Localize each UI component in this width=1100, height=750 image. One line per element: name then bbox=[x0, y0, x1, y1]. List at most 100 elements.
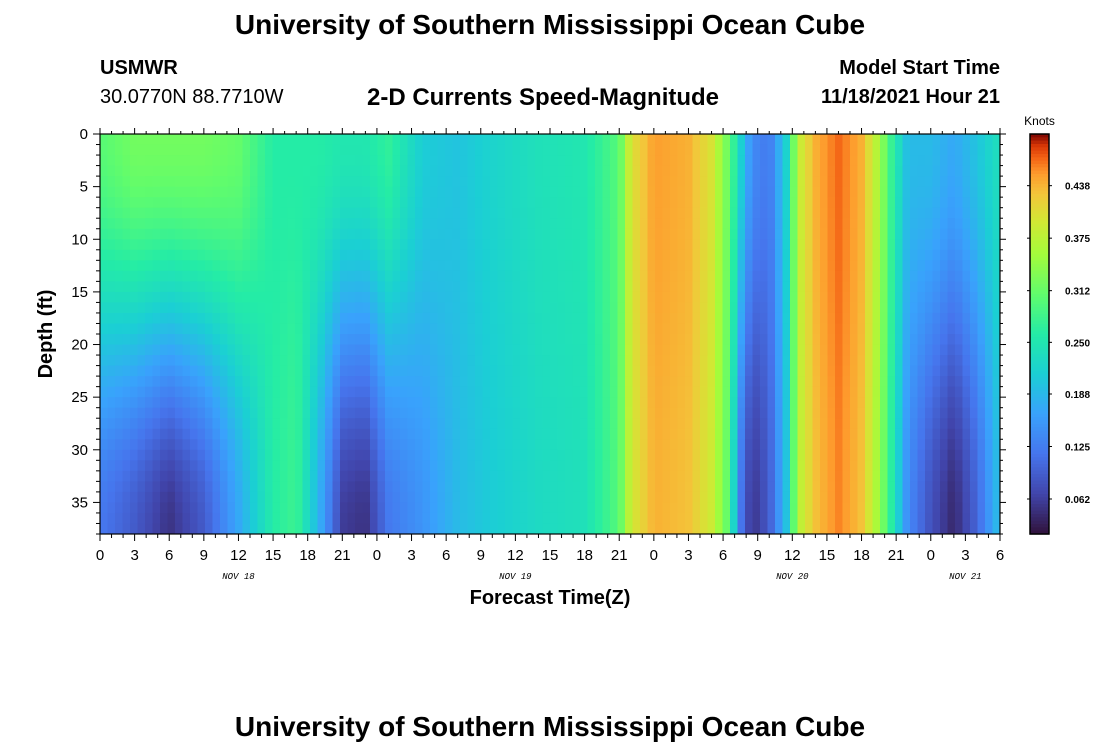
heatmap-cell bbox=[565, 365, 574, 377]
heatmap-cell bbox=[122, 344, 131, 356]
heatmap-cell bbox=[655, 197, 664, 209]
colorbar-segment bbox=[1030, 407, 1049, 412]
heatmap-cell bbox=[340, 260, 349, 272]
heatmap-cell bbox=[137, 176, 146, 188]
heatmap-cell bbox=[835, 470, 844, 482]
heatmap-cell bbox=[647, 439, 656, 451]
heatmap-cell bbox=[805, 439, 814, 451]
x-tick-label: 12 bbox=[230, 547, 247, 564]
heatmap-cell bbox=[677, 397, 686, 409]
heatmap-cell bbox=[640, 260, 649, 272]
heatmap-cell bbox=[887, 155, 896, 167]
heatmap-cell bbox=[430, 249, 439, 261]
heatmap-cell bbox=[130, 502, 139, 514]
heatmap-cell bbox=[280, 291, 289, 304]
heatmap-cell bbox=[340, 334, 349, 346]
heatmap-cell bbox=[175, 165, 184, 177]
heatmap-cell bbox=[850, 355, 859, 367]
heatmap-cell bbox=[332, 228, 341, 240]
heatmap-cell bbox=[647, 428, 656, 440]
heatmap-cell bbox=[572, 302, 581, 314]
heatmap-cell bbox=[895, 523, 904, 534]
heatmap-cell bbox=[535, 207, 544, 219]
heatmap-cell bbox=[190, 344, 199, 356]
heatmap-cell bbox=[992, 207, 1000, 219]
heatmap-cell bbox=[940, 134, 949, 146]
heatmap-cell bbox=[220, 470, 229, 482]
heatmap-cell bbox=[400, 386, 409, 398]
x-tick-label: 15 bbox=[265, 547, 282, 564]
heatmap-cell bbox=[122, 407, 131, 419]
heatmap-cell bbox=[392, 239, 401, 251]
heatmap-cell bbox=[737, 302, 746, 314]
heatmap-cell bbox=[535, 460, 544, 472]
heatmap-cell bbox=[280, 144, 289, 156]
heatmap-cell bbox=[152, 228, 161, 240]
heatmap-cell bbox=[677, 376, 686, 388]
heatmap-cell bbox=[250, 134, 259, 146]
heatmap-cell bbox=[520, 355, 529, 367]
heatmap-cell bbox=[767, 134, 776, 146]
heatmap-cell bbox=[347, 449, 356, 461]
heatmap-cell bbox=[767, 165, 776, 177]
heatmap-cell bbox=[497, 323, 506, 335]
heatmap-cell bbox=[160, 470, 169, 482]
heatmap-cell bbox=[925, 155, 934, 167]
heatmap-cell bbox=[932, 449, 941, 461]
heatmap-cell bbox=[212, 376, 221, 388]
heatmap-cell bbox=[430, 312, 439, 325]
heatmap-cell bbox=[497, 302, 506, 314]
heatmap-cell bbox=[955, 344, 964, 356]
heatmap-cell bbox=[265, 270, 274, 282]
heatmap-cell bbox=[317, 481, 326, 493]
heatmap-cell bbox=[895, 207, 904, 219]
heatmap-cell bbox=[325, 365, 334, 377]
heatmap-cell bbox=[805, 355, 814, 367]
heatmap-cell bbox=[550, 491, 559, 504]
heatmap-cell bbox=[377, 491, 386, 504]
heatmap-cell bbox=[812, 197, 821, 209]
heatmap-cell bbox=[857, 407, 866, 419]
heatmap-cell bbox=[767, 155, 776, 167]
heatmap-cell bbox=[857, 249, 866, 261]
heatmap-cell bbox=[505, 165, 514, 177]
heatmap-cell bbox=[655, 523, 664, 534]
heatmap-cell bbox=[962, 386, 971, 398]
heatmap-cell bbox=[580, 165, 589, 177]
heatmap-cell bbox=[392, 155, 401, 167]
heatmap-cell bbox=[775, 449, 784, 461]
heatmap-cell bbox=[947, 176, 956, 188]
heatmap-cell bbox=[520, 197, 529, 209]
heatmap-cell bbox=[100, 407, 109, 419]
heatmap-cell bbox=[302, 144, 311, 156]
heatmap-cell bbox=[722, 228, 731, 240]
heatmap-cell bbox=[407, 176, 416, 188]
heatmap-cell bbox=[235, 218, 244, 230]
heatmap-cell bbox=[250, 176, 259, 188]
heatmap-cell bbox=[317, 418, 326, 430]
heatmap-cell bbox=[197, 407, 206, 419]
heatmap-cell bbox=[407, 165, 416, 177]
heatmap-cell bbox=[280, 449, 289, 461]
heatmap-cell bbox=[692, 365, 701, 377]
heatmap-cell bbox=[460, 512, 469, 525]
heatmap-cell bbox=[377, 439, 386, 451]
heatmap-cell bbox=[902, 397, 911, 409]
heatmap-cell bbox=[445, 365, 454, 377]
colorbar-segment bbox=[1030, 290, 1049, 295]
heatmap-cell bbox=[137, 155, 146, 167]
heatmap-cell bbox=[962, 376, 971, 388]
heatmap-cell bbox=[265, 365, 274, 377]
heatmap-cell bbox=[250, 481, 259, 493]
heatmap-cell bbox=[910, 144, 919, 156]
heatmap-cell bbox=[640, 186, 649, 198]
colorbar-tick-label: 0.438 bbox=[1065, 182, 1090, 193]
heatmap-cell bbox=[865, 323, 874, 335]
heatmap-cell bbox=[842, 512, 851, 525]
heatmap-cell bbox=[392, 428, 401, 440]
heatmap-cell bbox=[955, 407, 964, 419]
heatmap-cell bbox=[475, 523, 484, 534]
heatmap-cell bbox=[422, 470, 431, 482]
heatmap-cell bbox=[820, 449, 829, 461]
heatmap-cell bbox=[160, 428, 169, 440]
